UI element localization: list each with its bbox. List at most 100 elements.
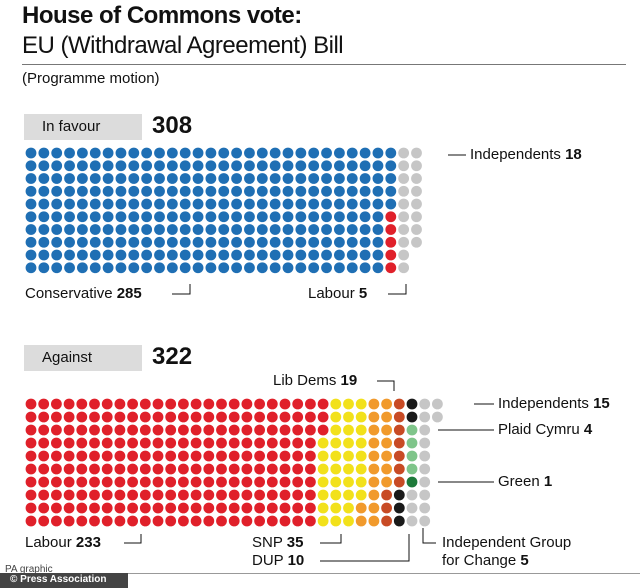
dot-independent-group-for-change xyxy=(393,502,405,514)
dot-labour xyxy=(292,424,304,436)
dot-conservative xyxy=(218,185,230,197)
dot-conservative xyxy=(359,147,371,159)
dot-labour xyxy=(127,450,138,462)
dot-conservative xyxy=(179,224,191,235)
dot-conservative xyxy=(346,262,358,274)
dot-labour xyxy=(292,437,304,449)
dot-conservative xyxy=(218,160,230,172)
dot-conservative xyxy=(244,224,255,235)
dot-labour xyxy=(203,515,215,527)
dot-snp xyxy=(330,398,342,410)
dot-labour xyxy=(279,476,291,488)
dot-dup xyxy=(393,424,405,436)
dot-labour xyxy=(152,411,164,423)
dot-independents xyxy=(406,515,418,527)
dot-dup xyxy=(393,463,405,475)
dot-conservative xyxy=(128,173,140,184)
dot-labour xyxy=(101,476,113,488)
dot-labour xyxy=(385,249,397,261)
dot-lib-dems xyxy=(355,502,367,514)
dot-conservative xyxy=(218,211,230,223)
dot-conservative xyxy=(359,185,371,197)
dot-conservative xyxy=(256,185,268,197)
dot-conservative xyxy=(64,249,75,261)
label-independents-against: Independents 15 xyxy=(498,395,610,412)
dot-snp xyxy=(330,515,342,527)
motion-label: (Programme motion) xyxy=(22,70,160,87)
dot-independents xyxy=(432,398,443,410)
dot-conservative xyxy=(25,173,37,184)
dot-labour xyxy=(178,398,189,410)
dot-conservative xyxy=(205,173,217,184)
dot-conservative xyxy=(89,147,101,159)
dot-snp xyxy=(355,424,367,436)
dot-conservative xyxy=(308,160,320,172)
dot-labour xyxy=(139,450,151,462)
label-green: Green 1 xyxy=(498,473,553,490)
dot-conservative xyxy=(321,211,332,223)
dot-conservative xyxy=(38,185,50,197)
dot-conservative xyxy=(218,173,230,184)
dot-labour xyxy=(38,489,50,501)
dot-labour xyxy=(165,476,177,488)
dot-labour xyxy=(152,450,164,462)
dot-conservative xyxy=(205,185,217,197)
leader-conservative xyxy=(172,284,191,295)
dot-conservative xyxy=(102,236,114,248)
dot-conservative xyxy=(346,198,358,210)
dot-snp xyxy=(355,437,367,449)
dot-labour xyxy=(216,411,227,423)
dot-conservative xyxy=(192,160,204,172)
dot-plaid-cymru xyxy=(406,463,418,475)
dot-conservative xyxy=(282,147,294,159)
leader-libdems xyxy=(377,380,395,391)
dot-dup xyxy=(381,515,392,527)
dot-conservative xyxy=(128,224,140,235)
dot-labour xyxy=(241,411,253,423)
dot-conservative xyxy=(77,249,88,261)
credit-text: © Press Association xyxy=(10,574,107,585)
dot-conservative xyxy=(231,236,243,248)
dot-independents xyxy=(398,198,410,210)
dot-conservative xyxy=(51,198,63,210)
dot-conservative xyxy=(179,147,191,159)
dot-conservative xyxy=(334,211,345,223)
dot-conservative xyxy=(321,185,332,197)
dot-conservative xyxy=(218,262,230,274)
dot-labour xyxy=(114,437,126,449)
dot-labour xyxy=(89,450,100,462)
dot-conservative xyxy=(154,224,165,235)
dot-labour xyxy=(216,463,227,475)
dot-labour xyxy=(305,424,316,436)
dot-labour xyxy=(241,463,253,475)
dot-conservative xyxy=(244,249,255,261)
dot-conservative xyxy=(205,262,217,274)
dot-conservative xyxy=(51,211,63,223)
dot-dup xyxy=(381,489,392,501)
dot-labour xyxy=(228,411,240,423)
dot-conservative xyxy=(89,224,101,235)
dot-labour xyxy=(190,411,202,423)
dot-conservative xyxy=(115,211,127,223)
dot-dup xyxy=(393,450,405,462)
dot-labour xyxy=(127,437,138,449)
dot-labour xyxy=(216,398,227,410)
dot-conservative xyxy=(346,211,358,223)
dot-conservative xyxy=(282,224,294,235)
dot-labour xyxy=(139,515,151,527)
dot-snp xyxy=(343,515,354,527)
dot-labour xyxy=(165,463,177,475)
dot-conservative xyxy=(38,147,50,159)
dot-snp xyxy=(355,476,367,488)
dot-conservative xyxy=(192,236,204,248)
dot-conservative xyxy=(179,198,191,210)
dot-conservative xyxy=(25,160,37,172)
dot-conservative xyxy=(334,262,345,274)
dot-labour xyxy=(305,437,316,449)
dot-labour xyxy=(241,515,253,527)
dot-labour xyxy=(228,437,240,449)
dot-conservative xyxy=(321,249,332,261)
dot-snp xyxy=(355,398,367,410)
dot-labour xyxy=(127,502,138,514)
dot-labour xyxy=(165,502,177,514)
